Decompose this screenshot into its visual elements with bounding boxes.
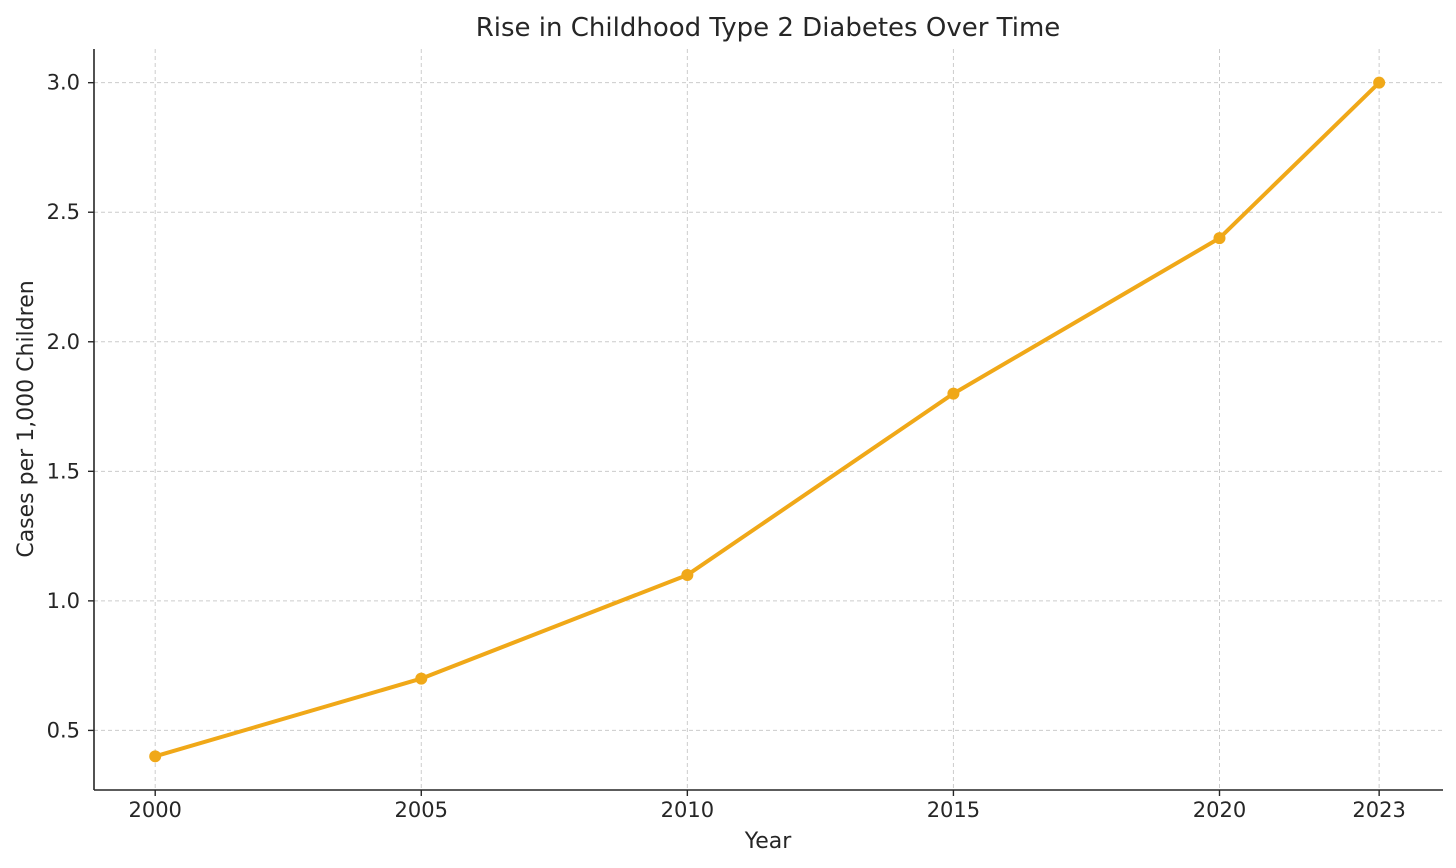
y-tick-label: 3.0	[47, 71, 80, 95]
x-tick-label: 2020	[1193, 798, 1246, 822]
data-point	[1373, 76, 1386, 89]
data-point	[149, 750, 162, 763]
axes	[93, 49, 1443, 791]
y-tick-label: 1.0	[47, 589, 80, 613]
x-ticks: 2000 2005 2010 2015 2020 2023	[128, 790, 1406, 822]
data-point	[947, 387, 960, 400]
data-point	[681, 568, 694, 581]
y-axis-label: Cases per 1,000 Children	[14, 280, 39, 557]
x-tick-label: 2000	[128, 798, 181, 822]
y-tick-label: 0.5	[47, 718, 80, 742]
series-line	[153, 80, 1382, 759]
data-point	[1213, 232, 1226, 245]
y-tick-label: 1.5	[47, 459, 80, 483]
y-tick-label: 2.5	[47, 200, 80, 224]
data-point	[415, 672, 428, 685]
grid	[94, 49, 1443, 790]
chart-title: Rise in Childhood Type 2 Diabetes Over T…	[476, 13, 1061, 43]
series-layer	[149, 76, 1386, 763]
x-tick-label: 2023	[1352, 798, 1405, 822]
x-axis-label: Year	[744, 829, 793, 854]
x-tick-label: 2005	[395, 798, 448, 822]
x-tick-label: 2015	[927, 798, 980, 822]
y-ticks: 0.5 1.0 1.5 2.0 2.5 3.0	[47, 71, 94, 742]
x-tick-label: 2010	[661, 798, 714, 822]
y-tick-label: 2.0	[47, 330, 80, 354]
